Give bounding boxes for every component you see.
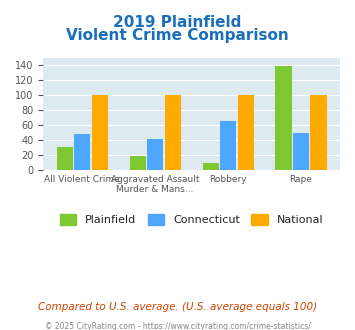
Text: Compared to U.S. average. (U.S. average equals 100): Compared to U.S. average. (U.S. average … [38,302,317,312]
Bar [57,147,73,170]
Bar [311,95,327,170]
Text: 2019 Plainfield: 2019 Plainfield [113,15,242,30]
Bar [147,139,163,170]
Legend: Plainfield, Connecticut, National: Plainfield, Connecticut, National [55,209,328,229]
Bar [92,95,108,170]
Bar [203,163,219,170]
Bar [130,156,146,170]
Bar [74,134,90,170]
Bar [165,95,181,170]
Bar [220,121,236,170]
Bar [293,133,309,170]
Text: Violent Crime Comparison: Violent Crime Comparison [66,28,289,43]
Bar [275,66,291,170]
Bar [237,95,253,170]
Text: © 2025 CityRating.com - https://www.cityrating.com/crime-statistics/: © 2025 CityRating.com - https://www.city… [45,322,310,330]
